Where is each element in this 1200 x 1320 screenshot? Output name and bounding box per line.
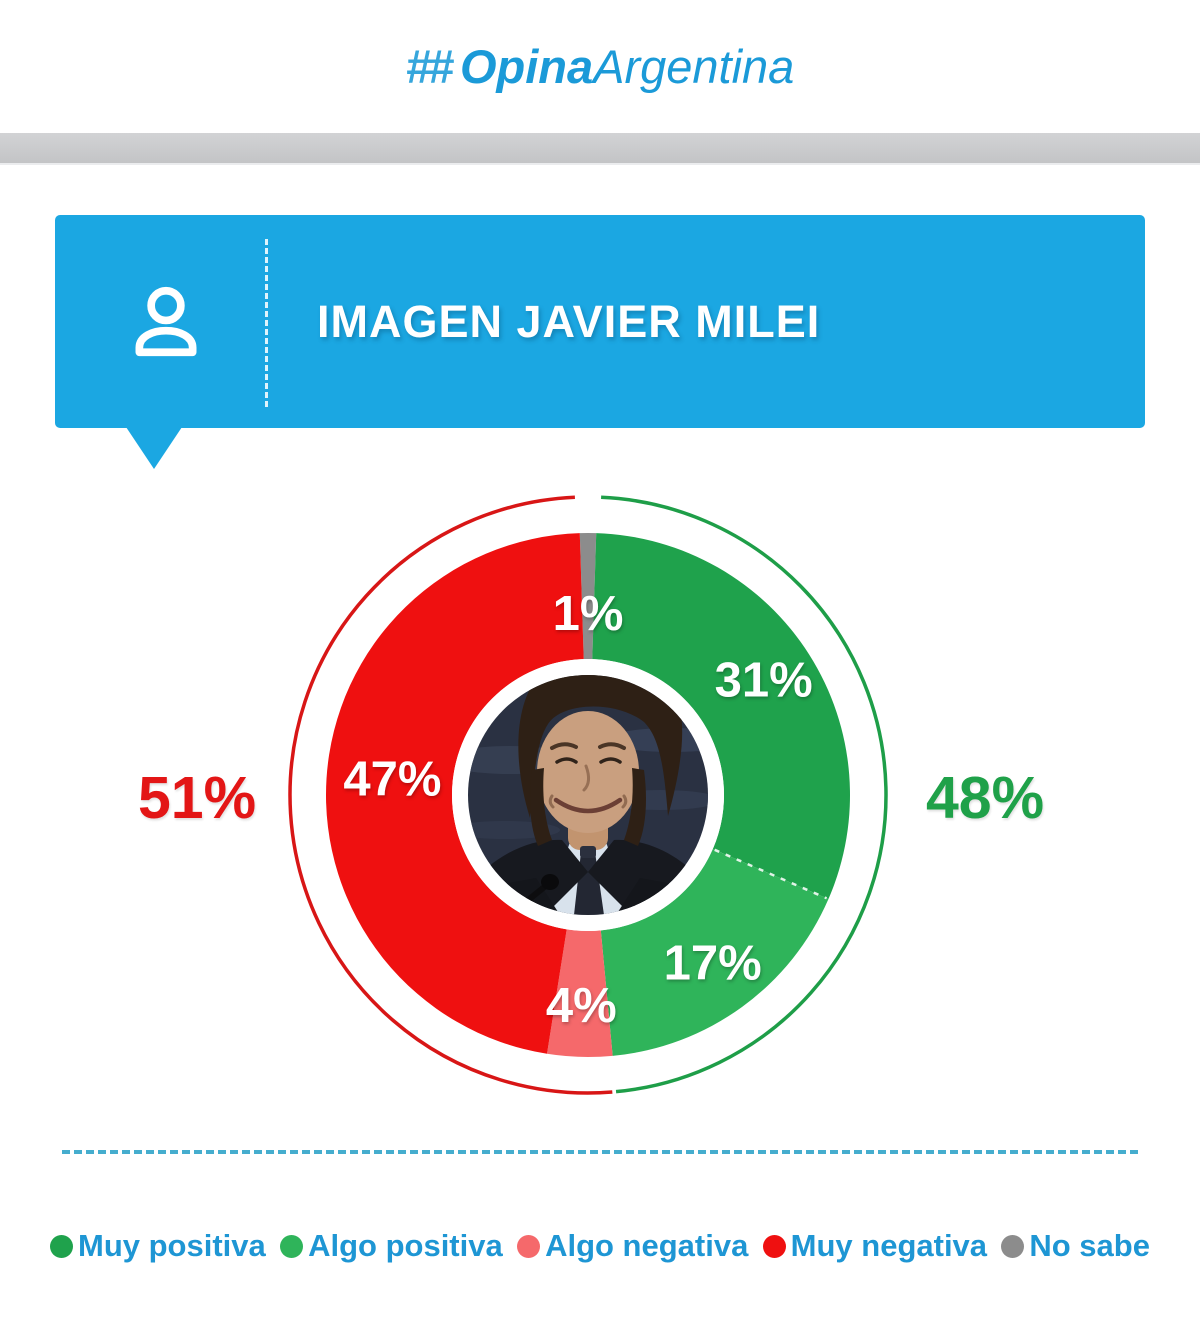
opina-argentina-logo: ## Opina Argentina: [0, 0, 1200, 133]
data-label-muy-positiva: 31%: [715, 653, 813, 707]
legend-dot-no-sabe: [1001, 1234, 1025, 1258]
legend-label-muy-negativa: Muy negativa: [790, 1228, 988, 1263]
legend-label-algo-positiva: Algo positiva: [308, 1228, 503, 1263]
logo-text-opina: Opina: [459, 40, 594, 93]
totals-ring: [288, 495, 888, 1095]
legend-dot-muy-negativa: [762, 1234, 786, 1258]
logo-text-argentina: Argentina: [593, 40, 795, 93]
legend-label-no-sabe: No sabe: [1029, 1228, 1150, 1263]
legend-item-muy-positiva: Muy positiva: [50, 1228, 266, 1264]
title-banner: IMAGEN JAVIER MILEI: [55, 215, 1145, 428]
gray-separator-band: [0, 133, 1200, 165]
dashed-divider: [62, 1150, 1138, 1154]
legend-item-muy-negativa: Muy negativa: [762, 1228, 988, 1264]
person-icon: [135, 286, 197, 357]
donut-slice-algo-negativa: [547, 929, 613, 1058]
hashtag-icon: ##: [405, 40, 454, 93]
banner-tail: [126, 427, 182, 469]
legend: Muy positiva Algo positiva Algo negativa Mu…: [50, 1222, 1150, 1270]
legend-item-algo-positiva: Algo positiva: [280, 1228, 503, 1264]
donut-slice-no-sabe: [579, 533, 597, 660]
data-label-no-sabe: 1%: [553, 587, 624, 641]
legend-item-algo-negativa: Algo negativa: [517, 1228, 748, 1264]
data-label-muy-negativa: 47%: [343, 753, 441, 807]
data-label-algo-negativa: 4%: [546, 979, 617, 1033]
donut-slice-muy-negativa: [326, 533, 584, 1054]
data-label-algo-positiva: 17%: [664, 936, 762, 990]
javier-milei-photo: [468, 675, 708, 915]
slice-separator: [714, 848, 828, 900]
donut-slice-muy-positiva: [592, 533, 850, 900]
donut-slice-algo-positiva: [600, 849, 829, 1056]
legend-dot-algo-positiva: [280, 1234, 304, 1258]
page-title: IMAGEN JAVIER MILEI: [317, 295, 821, 347]
legend-dot-muy-positiva: [50, 1234, 73, 1258]
banner-dashed-divider: [265, 239, 268, 407]
top-header: ## Opina Argentina: [0, 0, 1200, 133]
legend-item-no-sabe: No sabe: [1001, 1228, 1150, 1264]
legend-label-algo-negativa: Algo negativa: [545, 1228, 749, 1263]
legend-dot-algo-negativa: [517, 1234, 541, 1258]
negative-total-label: 51%: [137, 765, 257, 831]
legend-label-muy-positiva: Muy positiva: [78, 1228, 266, 1263]
positive-total-label: 48%: [925, 765, 1045, 831]
positive-total-arc: [601, 495, 888, 1094]
negative-total-arc: [288, 495, 613, 1095]
